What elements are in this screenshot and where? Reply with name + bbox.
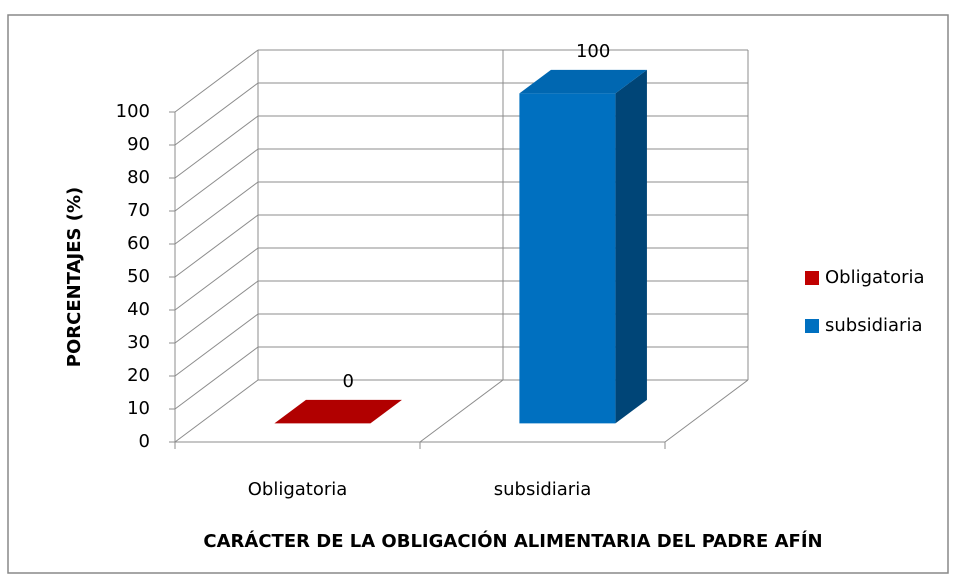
- grid-line: [174, 82, 259, 146]
- x-tick-label: subsidiaria: [494, 479, 591, 500]
- x-tick-label: Obligatoria: [248, 479, 348, 500]
- y-tick-label: 0: [139, 431, 150, 452]
- grid-line: [174, 181, 259, 245]
- legend-swatch: [805, 271, 819, 285]
- legend-swatch: [805, 319, 819, 333]
- y-tick-label: 20: [127, 365, 150, 386]
- grid-line: [174, 214, 259, 278]
- floor-edge: [664, 379, 749, 443]
- y-axis-title: PORCENTAJES (%): [64, 187, 85, 367]
- bar-front: [519, 93, 616, 424]
- y-tick-label: 70: [127, 200, 150, 221]
- data-label: 100: [576, 41, 610, 62]
- data-label: 0: [342, 371, 353, 392]
- y-tick-label: 90: [127, 134, 150, 155]
- bar-top: [519, 69, 647, 94]
- legend-label: Obligatoria: [825, 267, 925, 288]
- y-tick-label: 10: [127, 398, 150, 419]
- x-axis-title: CARÁCTER DE LA OBLIGACIÓN ALIMENTARIA DE…: [203, 530, 822, 552]
- y-tick-label: 50: [127, 266, 150, 287]
- grid-line: [174, 49, 259, 113]
- grid-line: [174, 346, 259, 410]
- y-tick-label: 80: [127, 167, 150, 188]
- y-tick-label: 40: [127, 299, 150, 320]
- grid-line: [174, 379, 259, 443]
- y-tick-label: 60: [127, 233, 150, 254]
- floor-divider: [419, 379, 504, 443]
- grid-line: [174, 313, 259, 377]
- y-tick-label: 100: [116, 101, 150, 122]
- bar-top: [274, 399, 402, 424]
- chart-border: [7, 14, 949, 574]
- y-tick-label: 30: [127, 332, 150, 353]
- grid-line: [174, 115, 259, 179]
- grid-line: [174, 280, 259, 344]
- grid-line: [174, 148, 259, 212]
- legend-label: subsidiaria: [825, 315, 922, 336]
- grid-line: [174, 247, 259, 311]
- bar-side: [615, 69, 647, 424]
